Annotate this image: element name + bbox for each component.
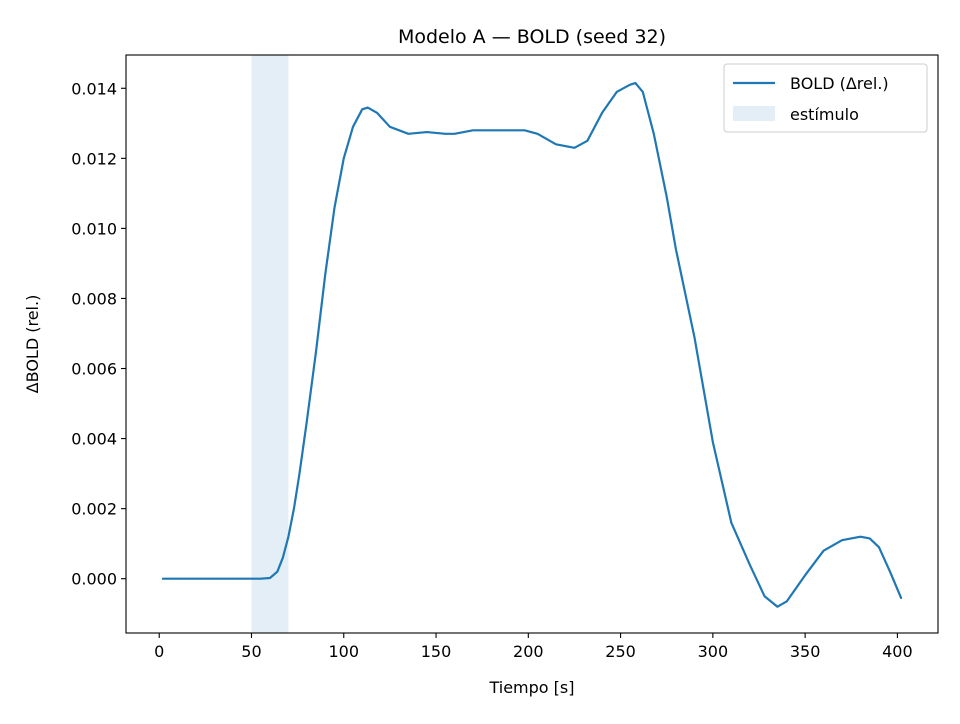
x-tick-label: 150: [421, 642, 452, 661]
y-tick-label: 0.012: [71, 149, 117, 168]
y-tick-label: 0.006: [71, 360, 117, 379]
y-tick-label: 0.008: [71, 289, 117, 308]
series-line-bold: [161, 81, 903, 608]
x-tick-label: 100: [328, 642, 359, 661]
x-tick-label: 50: [241, 642, 261, 661]
legend: BOLD (Δrel.) estímulo: [723, 63, 928, 133]
stimulus-layer: [251, 55, 289, 633]
y-tick-label: 0.002: [71, 500, 117, 519]
y-tick-label: 0.004: [71, 430, 117, 449]
axes-layer: 0 50 100 150 200 250 300 350 400 0.000 0.002 0.004 0…: [71, 54, 939, 661]
x-tick-label: 400: [882, 642, 913, 661]
legend-label-stimulus: estímulo: [790, 105, 859, 124]
x-tick-label: 0: [154, 642, 164, 661]
y-tick-label: 0.010: [71, 219, 117, 238]
x-tick-label: 250: [605, 642, 636, 661]
line-layer: [161, 81, 903, 608]
x-tick-label: 350: [790, 642, 821, 661]
plot-frame: [125, 54, 939, 634]
x-tick-label: 300: [698, 642, 729, 661]
y-tick-label: 0.014: [71, 79, 117, 98]
legend-label-bold: BOLD (Δrel.): [790, 74, 889, 93]
chart-title: Modelo A — BOLD (seed 32): [398, 26, 666, 48]
legend-stimulus-swatch: [733, 106, 775, 121]
x-axis-label: Tiempo [s]: [488, 678, 574, 697]
y-tick-label: 0.000: [71, 570, 117, 589]
stimulus-band: [251, 55, 289, 633]
x-tick-label: 200: [513, 642, 544, 661]
y-axis-label: ΔBOLD (rel.): [23, 295, 42, 394]
